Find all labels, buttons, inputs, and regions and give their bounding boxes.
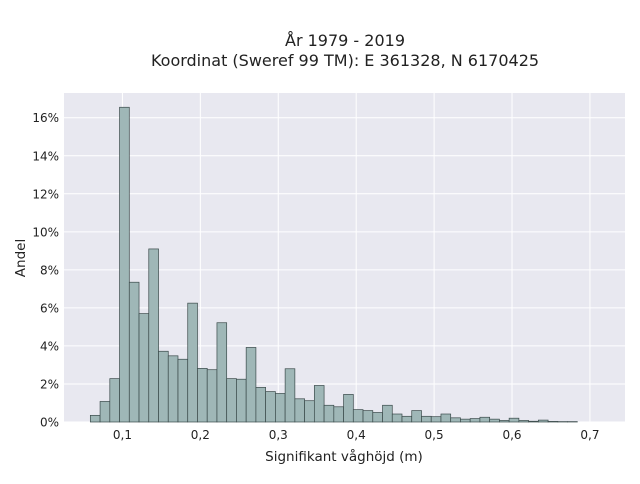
x-tick-label: 0,7 (580, 428, 599, 442)
histogram-bar (256, 387, 266, 422)
histogram-bar (246, 347, 256, 422)
histogram-bar (110, 379, 120, 422)
histogram-bar (100, 401, 110, 422)
x-tick-label: 0,4 (347, 428, 366, 442)
histogram-bar (207, 370, 217, 422)
histogram-bar (305, 401, 315, 422)
histogram-bar (470, 419, 480, 422)
histogram-bar (509, 418, 519, 422)
histogram-bar (227, 379, 237, 422)
x-axis-ticks: 0,1 0,2 0,3 0,4 0,5 0,6 0,7 (113, 428, 600, 442)
histogram-bar (324, 405, 334, 422)
histogram-bar (548, 421, 558, 422)
histogram-bar (334, 407, 344, 422)
histogram-bar (383, 405, 393, 422)
histogram-bar (373, 412, 383, 422)
histogram-bar (441, 414, 451, 422)
histogram-bar (392, 414, 402, 422)
y-tick-label: 8% (40, 263, 59, 277)
histogram-bar (451, 418, 461, 422)
histogram-bar (178, 359, 188, 422)
histogram-bar (314, 385, 324, 422)
histogram-bar (120, 107, 130, 422)
y-tick-label: 4% (40, 339, 59, 353)
histogram-bar (197, 368, 207, 422)
histogram-bar (275, 393, 285, 422)
histogram-bar (236, 379, 246, 422)
histogram-bar (421, 416, 431, 422)
y-tick-label: 16% (32, 111, 59, 125)
y-tick-label: 14% (32, 149, 59, 163)
histogram-bar (285, 369, 295, 422)
x-axis-label: Signifikant våghöjd (m) (265, 448, 423, 465)
y-tick-label: 2% (40, 377, 59, 391)
histogram-bar (149, 249, 159, 422)
histogram-bar (538, 420, 548, 422)
y-tick-label: 0% (40, 416, 59, 430)
histogram-bar (402, 416, 412, 422)
x-tick-label: 0,2 (191, 428, 210, 442)
chart-subtitle: Koordinat (Sweref 99 TM): E 361328, N 61… (151, 51, 539, 70)
y-tick-label: 10% (32, 225, 59, 239)
histogram-bar (139, 314, 149, 422)
x-tick-label: 0,5 (425, 428, 444, 442)
x-tick-label: 0,6 (502, 428, 521, 442)
histogram-bar (188, 303, 198, 422)
histogram-bar (266, 392, 276, 422)
y-axis-label: Andel (13, 239, 29, 277)
x-tick-label: 0,1 (113, 428, 132, 442)
histogram-bar (344, 394, 354, 422)
y-tick-label: 12% (32, 187, 59, 201)
histogram-bar (217, 323, 227, 422)
histogram-bar (353, 410, 363, 422)
histogram-bar (499, 420, 509, 422)
y-tick-label: 6% (40, 301, 59, 315)
histogram-bar (529, 421, 539, 422)
histogram-bar (159, 351, 169, 422)
histogram-bar (490, 419, 500, 422)
histogram-bar (460, 419, 470, 422)
x-tick-label: 0,3 (269, 428, 288, 442)
y-axis-ticks: 0% 2% 4% 6% 8% 10% 12% 14% 16% (32, 111, 59, 429)
histogram-bar (168, 356, 178, 422)
histogram-bar (519, 420, 529, 422)
histogram-bar (129, 282, 139, 422)
histogram-bar (480, 417, 490, 422)
histogram-bar (412, 411, 422, 422)
histogram-bar (363, 411, 373, 422)
chart-title: År 1979 - 2019 (285, 31, 405, 50)
histogram-bar (431, 417, 441, 422)
histogram-bar (90, 415, 100, 422)
histogram-bar (295, 399, 305, 422)
